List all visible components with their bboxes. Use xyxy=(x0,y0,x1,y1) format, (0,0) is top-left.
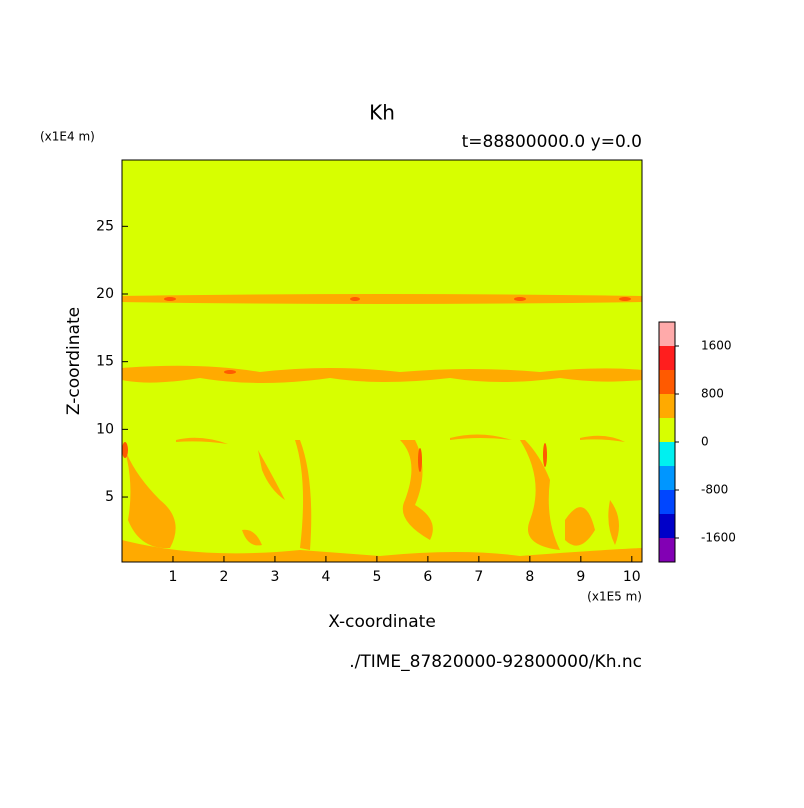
y-axis-title: Z-coordinate xyxy=(64,307,84,415)
x-tick-label: 4 xyxy=(321,569,330,585)
colorbar-band xyxy=(659,418,675,442)
colorbar-band xyxy=(659,514,675,538)
x-tick-label: 6 xyxy=(423,569,432,585)
x-tick-label: 3 xyxy=(270,569,279,585)
colorbar-label: -1600 xyxy=(701,531,736,545)
x-tick-label: 7 xyxy=(474,569,483,585)
colorbar-label: 0 xyxy=(701,435,709,449)
x-axis-title: X-coordinate xyxy=(328,612,436,632)
colorbar-band xyxy=(659,490,675,514)
colorbar-band xyxy=(659,466,675,490)
y-tick-label: 25 xyxy=(96,218,114,234)
x-tick-label: 9 xyxy=(576,569,585,585)
colorbar-band xyxy=(659,322,675,346)
colorbar-label: -800 xyxy=(701,483,728,497)
colorbar-label: 1600 xyxy=(701,339,732,353)
y-tick-label: 15 xyxy=(96,354,114,370)
contour-peaks xyxy=(122,297,631,472)
colorbar-band xyxy=(659,394,675,418)
colorbar-band xyxy=(659,346,675,370)
y-tick-label: 5 xyxy=(105,489,114,505)
colorbar-band xyxy=(659,442,675,466)
plot-frame xyxy=(121,159,643,563)
x-tick-label: 2 xyxy=(219,569,228,585)
colorbar-band xyxy=(659,370,675,394)
y-tick-label: 10 xyxy=(96,421,114,437)
chart-title: Kh xyxy=(369,101,395,125)
contour-features xyxy=(122,294,642,562)
source-file: ./TIME_87820000-92800000/Kh.nc xyxy=(349,652,642,672)
y-unit: (x1E4 m) xyxy=(40,130,95,144)
colorbar-label: 800 xyxy=(701,387,724,401)
x-tick-label: 10 xyxy=(623,569,641,585)
x-tick-label: 8 xyxy=(525,569,534,585)
colorbar-band xyxy=(659,538,675,562)
x-tick-label: 5 xyxy=(372,569,381,585)
x-tick-label: 1 xyxy=(169,569,178,585)
subtitle: t=88800000.0 y=0.0 xyxy=(462,132,642,152)
y-tick-label: 20 xyxy=(96,286,114,302)
x-unit: (x1E5 m) xyxy=(587,590,642,604)
field-background xyxy=(122,160,642,562)
